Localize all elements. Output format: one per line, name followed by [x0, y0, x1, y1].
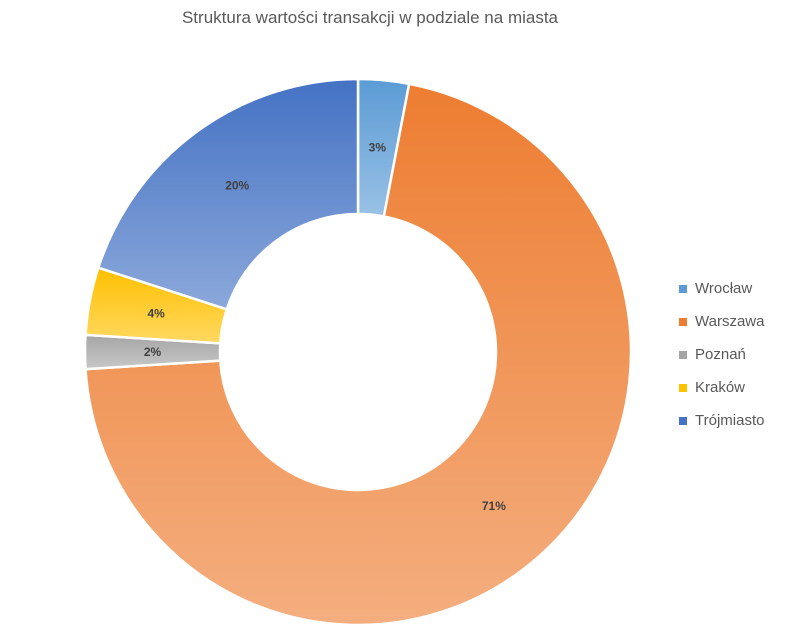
chart-title: Struktura wartości transakcji w podziale…: [181, 8, 559, 27]
legend-swatch: [679, 383, 687, 392]
slice-label-krakow: 4%: [147, 306, 165, 320]
legend-label: Wrocław: [695, 280, 753, 297]
slice-label-trojmiasto: 20%: [225, 179, 249, 193]
legend-item-wroclaw: Wrocław: [679, 272, 764, 305]
legend-swatch: [679, 350, 687, 359]
slice-label-poznan: 2%: [144, 345, 162, 359]
legend-label: Poznań: [695, 346, 746, 363]
slice-warszawa: [84, 82, 633, 627]
legend-item-poznan: Poznań: [679, 338, 764, 371]
legend-swatch: [679, 284, 687, 293]
legend-label: Trójmiasto: [695, 412, 765, 429]
slice-trojmiasto: [96, 77, 360, 311]
legend: Wrocław Warszawa Poznań Kraków Trójmiasto: [679, 272, 764, 437]
legend-swatch: [679, 317, 687, 326]
slice-label-wroclaw: 3%: [369, 140, 387, 154]
legend-item-krakow: Kraków: [679, 371, 764, 404]
legend-swatch: [679, 416, 687, 425]
slice-label-warszawa: 71%: [482, 499, 506, 513]
legend-label: Kraków: [695, 379, 746, 396]
legend-item-trojmiasto: Trójmiasto: [679, 404, 764, 437]
legend-label: Warszawa: [695, 313, 765, 330]
legend-item-warszawa: Warszawa: [679, 305, 764, 338]
